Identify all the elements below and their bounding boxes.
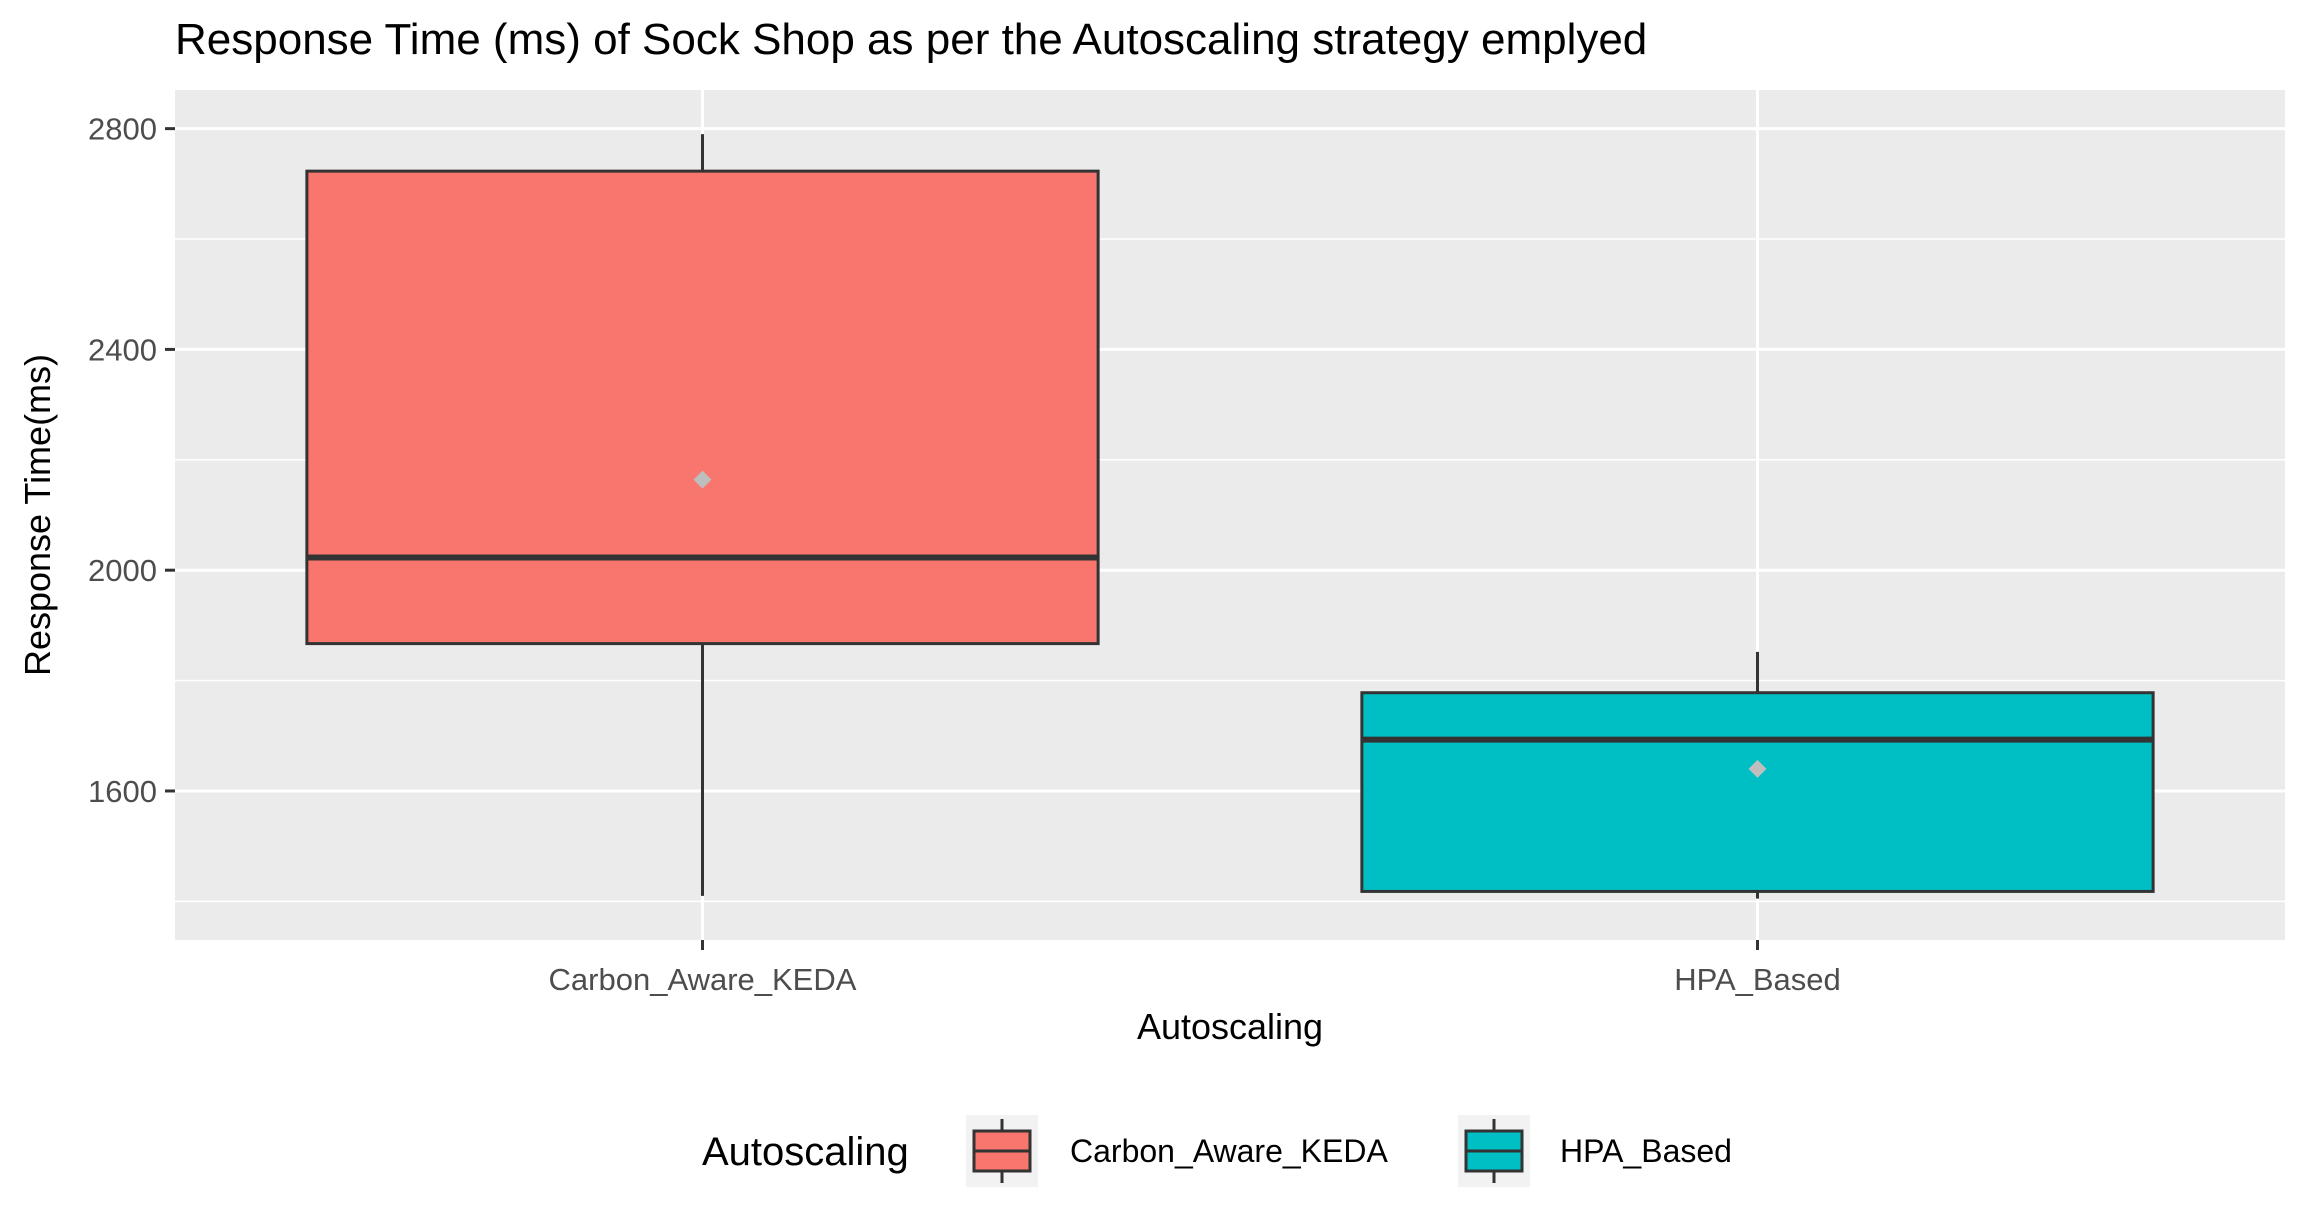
legend-label: Carbon_Aware_KEDA bbox=[1070, 1133, 1388, 1169]
y-tick-label: 2400 bbox=[88, 332, 157, 367]
legend-title: Autoscaling bbox=[702, 1130, 909, 1174]
box bbox=[305, 169, 1100, 646]
x-axis: Carbon_Aware_KEDA HPA_Based bbox=[549, 940, 1841, 997]
y-tick-label: 2800 bbox=[88, 112, 157, 147]
mean-marker bbox=[693, 470, 712, 489]
y-axis: 1600 2000 2400 2800 bbox=[88, 112, 175, 809]
legend: Autoscaling Carbon_Aware_KEDA HPA_Based bbox=[702, 1115, 1732, 1187]
y-tick-label: 2000 bbox=[88, 553, 157, 588]
mean-marker bbox=[1748, 759, 1767, 778]
y-axis-label: Response Time(ms) bbox=[17, 354, 58, 676]
x-axis-label: Autoscaling bbox=[1137, 1006, 1323, 1047]
x-tick-label: Carbon_Aware_KEDA bbox=[549, 962, 857, 997]
x-tick-label: HPA_Based bbox=[1674, 962, 1841, 997]
box-group bbox=[305, 134, 2155, 899]
legend-label: HPA_Based bbox=[1560, 1133, 1732, 1169]
box bbox=[1360, 691, 2155, 893]
y-tick-label: 1600 bbox=[88, 774, 157, 809]
chart-title: Response Time (ms) of Sock Shop as per t… bbox=[175, 15, 1647, 64]
